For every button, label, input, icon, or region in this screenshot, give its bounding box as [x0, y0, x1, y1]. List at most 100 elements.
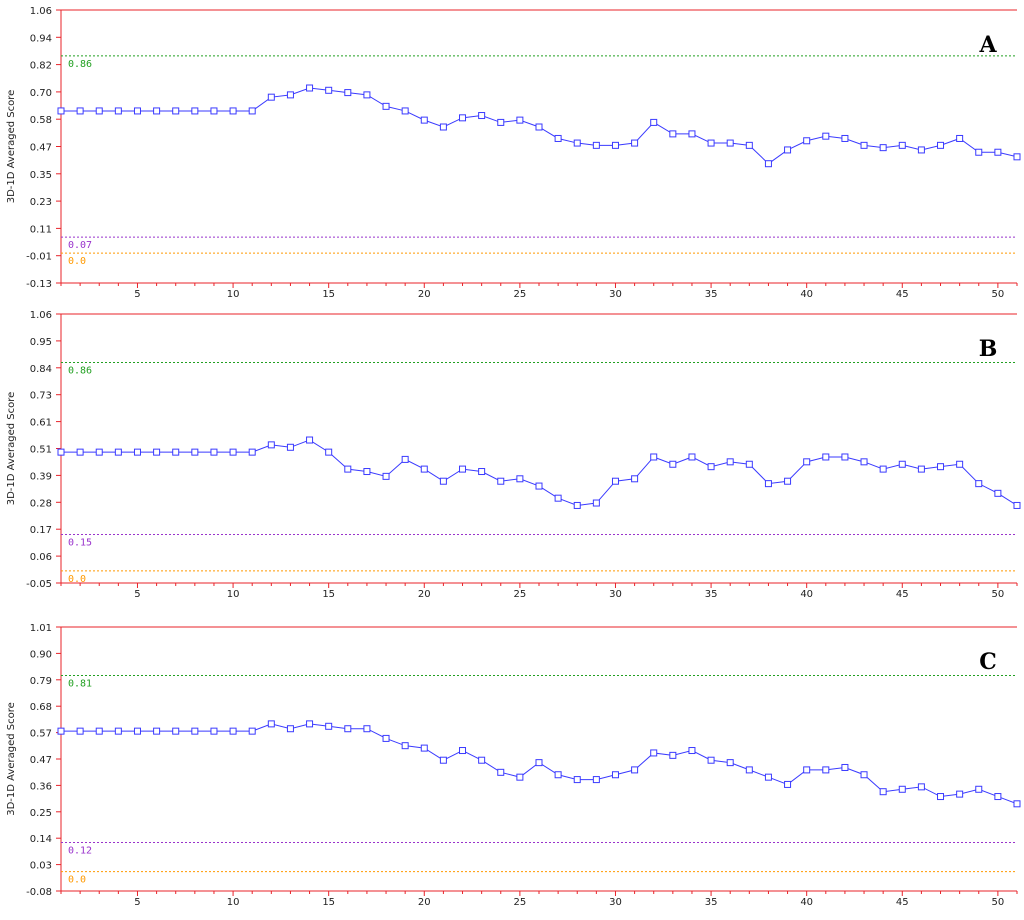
y-tick-label: -0.05 [26, 579, 52, 590]
data-point [554, 771, 562, 779]
data-point [841, 763, 849, 771]
y-tick-label: 0.47 [30, 143, 52, 154]
y-tick-label: 0.39 [30, 471, 52, 482]
data-point [994, 148, 1002, 156]
x-tick-label: 35 [705, 289, 718, 300]
x-tick-label: 20 [418, 589, 431, 600]
data-point [554, 134, 562, 142]
data-point [764, 160, 772, 168]
data-point [325, 448, 333, 456]
data-point [76, 448, 84, 456]
data-point [286, 725, 294, 733]
data-point [535, 482, 543, 490]
data-point [803, 766, 811, 774]
data-point [497, 118, 505, 126]
x-tick-label: 40 [800, 589, 813, 600]
data-point [133, 448, 141, 456]
data-point [573, 776, 581, 784]
data-point [325, 86, 333, 94]
y-tick-label: 0.82 [30, 61, 52, 72]
data-point [153, 448, 161, 456]
data-point [917, 465, 925, 473]
x-tick-label: 45 [896, 289, 909, 300]
data-point [592, 141, 600, 149]
data-point [459, 114, 467, 122]
data-point [267, 441, 275, 449]
y-tick-label: 0.95 [30, 337, 52, 348]
data-point [956, 460, 964, 468]
data-point [707, 139, 715, 147]
data-point [229, 107, 237, 115]
x-tick-label: 40 [800, 897, 813, 908]
y-tick-label: 1.06 [30, 310, 52, 321]
data-point [133, 727, 141, 735]
data-point [841, 453, 849, 461]
data-point [860, 141, 868, 149]
data-point [1013, 153, 1021, 161]
x-tick-label: 10 [227, 589, 240, 600]
data-point [172, 107, 180, 115]
y-tick-label: 0.17 [30, 525, 52, 536]
data-point [286, 91, 294, 99]
data-point [726, 458, 734, 466]
y-axis-title: 3D-1D Averaged Score [6, 90, 17, 204]
data-point [439, 477, 447, 485]
data-point [516, 773, 524, 781]
data-point [76, 107, 84, 115]
panel-label: C [979, 649, 997, 675]
data-point [860, 458, 868, 466]
data-point [57, 448, 65, 456]
y-tick-label: 0.73 [30, 391, 52, 402]
x-tick-label: 25 [514, 897, 527, 908]
data-point [611, 141, 619, 149]
data-point [516, 475, 524, 483]
data-point [478, 468, 486, 476]
x-tick-label: 50 [992, 289, 1005, 300]
data-point [726, 139, 734, 147]
data-point [879, 788, 887, 796]
x-tick-label: 15 [322, 289, 335, 300]
data-point [267, 720, 275, 728]
data-point [803, 137, 811, 145]
data-point [937, 793, 945, 801]
x-tick-label: 35 [705, 897, 718, 908]
data-point [860, 771, 868, 779]
data-point [382, 102, 390, 110]
data-point [784, 477, 792, 485]
data-point [95, 727, 103, 735]
data-point [306, 84, 314, 92]
y-tick-label: 0.35 [30, 170, 52, 181]
x-tick-label: 40 [800, 289, 813, 300]
reference-line-label: 0.86 [68, 59, 92, 70]
data-point [937, 463, 945, 471]
y-tick-label: 1.01 [30, 623, 52, 634]
data-point [133, 107, 141, 115]
data-point [459, 465, 467, 473]
reference-line-label: 0.0 [68, 256, 86, 267]
data-point [95, 107, 103, 115]
data-point [917, 146, 925, 154]
data-point [420, 465, 428, 473]
data-point [191, 107, 199, 115]
data-point [745, 460, 753, 468]
data-point [248, 107, 256, 115]
data-point [554, 494, 562, 502]
y-tick-label: 0.57 [30, 729, 52, 740]
data-point [707, 463, 715, 471]
data-point [76, 727, 84, 735]
data-point [267, 93, 275, 101]
data-point [707, 756, 715, 764]
data-point [363, 468, 371, 476]
y-tick-label: 0.84 [30, 364, 52, 375]
data-point [611, 771, 619, 779]
y-tick-label: 0.28 [30, 498, 52, 509]
x-tick-label: 10 [227, 897, 240, 908]
x-tick-label: 20 [418, 289, 431, 300]
data-point [994, 793, 1002, 801]
data-point [95, 448, 103, 456]
data-point [535, 759, 543, 767]
y-tick-label: 0.11 [30, 224, 52, 235]
data-point [631, 766, 639, 774]
data-point [420, 744, 428, 752]
